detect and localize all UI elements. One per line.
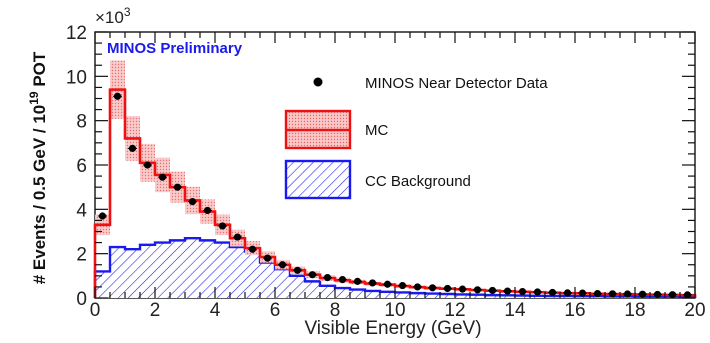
data-point xyxy=(383,280,392,288)
data-point xyxy=(563,289,572,297)
data-point xyxy=(413,283,422,291)
data-point xyxy=(548,288,557,297)
data-point xyxy=(233,233,242,241)
data-point xyxy=(473,286,482,294)
x-tick-label: 16 xyxy=(564,300,585,321)
data-point xyxy=(623,290,632,298)
chart-title: MINOS Preliminary xyxy=(107,40,243,57)
data-point xyxy=(593,289,602,298)
data-point xyxy=(278,261,287,269)
data-point xyxy=(143,161,152,169)
x-tick-label: 6 xyxy=(270,300,281,321)
data-series xyxy=(98,92,692,299)
x-tick-label: 0 xyxy=(90,300,101,321)
data-point xyxy=(488,286,497,295)
legend-mc-label: MC xyxy=(365,122,388,139)
y-tick-label: 12 xyxy=(66,23,87,44)
data-point xyxy=(653,290,662,299)
x-tick-label: 4 xyxy=(210,300,221,321)
x-tick-label: 12 xyxy=(444,300,465,321)
data-point xyxy=(353,277,362,285)
y-tick-label: 0 xyxy=(76,289,87,310)
x-tick-label: 18 xyxy=(624,300,645,321)
data-point xyxy=(248,245,257,253)
x-tick-label: 10 xyxy=(384,300,405,321)
x-tick-label: 20 xyxy=(684,300,705,321)
data-point xyxy=(218,222,227,230)
y-axis-title: # Events / 0.5 GeV / 1019 POT xyxy=(27,51,49,284)
data-point xyxy=(308,271,317,279)
x-axis-title: Visible Energy (GeV) xyxy=(304,318,481,339)
data-point xyxy=(323,274,332,282)
data-point xyxy=(128,144,137,152)
x-tick-label: 2 xyxy=(150,300,161,321)
data-point xyxy=(533,288,542,296)
legend: MINOS Near Detector Data MC CC Backgroun… xyxy=(284,75,548,200)
legend-cc-label: CC Background xyxy=(365,173,471,190)
data-point xyxy=(443,284,452,293)
legend-data-label: MINOS Near Detector Data xyxy=(365,75,548,92)
data-point xyxy=(518,287,527,296)
y-tick-label: 8 xyxy=(76,112,87,133)
data-point xyxy=(158,173,167,181)
data-point xyxy=(683,291,692,299)
y-tick-label: 2 xyxy=(76,245,87,266)
legend-data-marker xyxy=(313,77,323,87)
data-point xyxy=(368,279,377,287)
axes: 0 2 4 6 8 10 12 14 16 18 20 0 2 4 6 8 10 12 xyxy=(66,23,706,321)
legend-cc-swatch xyxy=(284,159,352,200)
data-point xyxy=(113,92,122,100)
data-point xyxy=(638,290,647,298)
data-point xyxy=(668,291,677,299)
x-tick-label: 8 xyxy=(330,300,341,321)
data-point xyxy=(608,290,617,298)
data-point xyxy=(338,276,347,284)
y-tick-label: 10 xyxy=(66,67,87,88)
data-point xyxy=(578,289,587,297)
data-point xyxy=(188,197,197,206)
y-multiplier: ×103 xyxy=(95,5,131,27)
data-point xyxy=(173,183,182,191)
data-point xyxy=(203,206,212,215)
data-point xyxy=(98,212,107,220)
x-tick-label: 14 xyxy=(504,300,526,321)
data-point xyxy=(398,281,407,290)
data-point xyxy=(503,287,512,295)
y-tick-label: 6 xyxy=(76,156,87,177)
data-point xyxy=(263,254,272,262)
data-point xyxy=(428,284,437,292)
y-tick-label: 4 xyxy=(76,200,87,221)
data-point xyxy=(293,266,302,274)
data-point xyxy=(458,285,467,293)
